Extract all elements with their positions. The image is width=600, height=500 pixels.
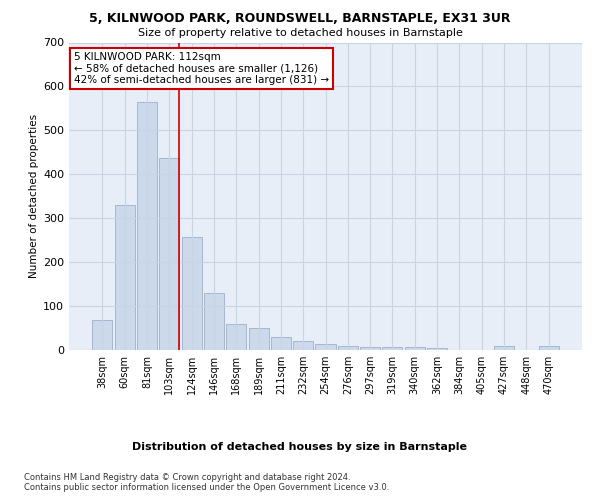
Text: 5, KILNWOOD PARK, ROUNDSWELL, BARNSTAPLE, EX31 3UR: 5, KILNWOOD PARK, ROUNDSWELL, BARNSTAPLE… bbox=[89, 12, 511, 26]
Bar bbox=[115, 205, 135, 350]
Bar bbox=[92, 320, 112, 350]
Bar bbox=[293, 341, 313, 350]
Bar bbox=[427, 348, 447, 350]
Y-axis label: Number of detached properties: Number of detached properties bbox=[29, 114, 39, 278]
Text: Size of property relative to detached houses in Barnstaple: Size of property relative to detached ho… bbox=[137, 28, 463, 38]
Bar bbox=[360, 348, 380, 350]
Bar bbox=[182, 236, 202, 350]
Bar bbox=[382, 348, 403, 350]
Bar bbox=[248, 328, 269, 350]
Text: Distribution of detached houses by size in Barnstaple: Distribution of detached houses by size … bbox=[133, 442, 467, 452]
Bar bbox=[137, 102, 157, 350]
Bar bbox=[338, 346, 358, 350]
Bar bbox=[204, 293, 224, 350]
Bar bbox=[271, 337, 291, 350]
Bar bbox=[159, 158, 179, 350]
Bar bbox=[316, 344, 335, 350]
Text: Contains HM Land Registry data © Crown copyright and database right 2024.
Contai: Contains HM Land Registry data © Crown c… bbox=[24, 472, 389, 492]
Bar bbox=[539, 346, 559, 350]
Text: 5 KILNWOOD PARK: 112sqm
← 58% of detached houses are smaller (1,126)
42% of semi: 5 KILNWOOD PARK: 112sqm ← 58% of detache… bbox=[74, 52, 329, 85]
Bar bbox=[494, 346, 514, 350]
Bar bbox=[226, 324, 246, 350]
Bar bbox=[405, 348, 425, 350]
